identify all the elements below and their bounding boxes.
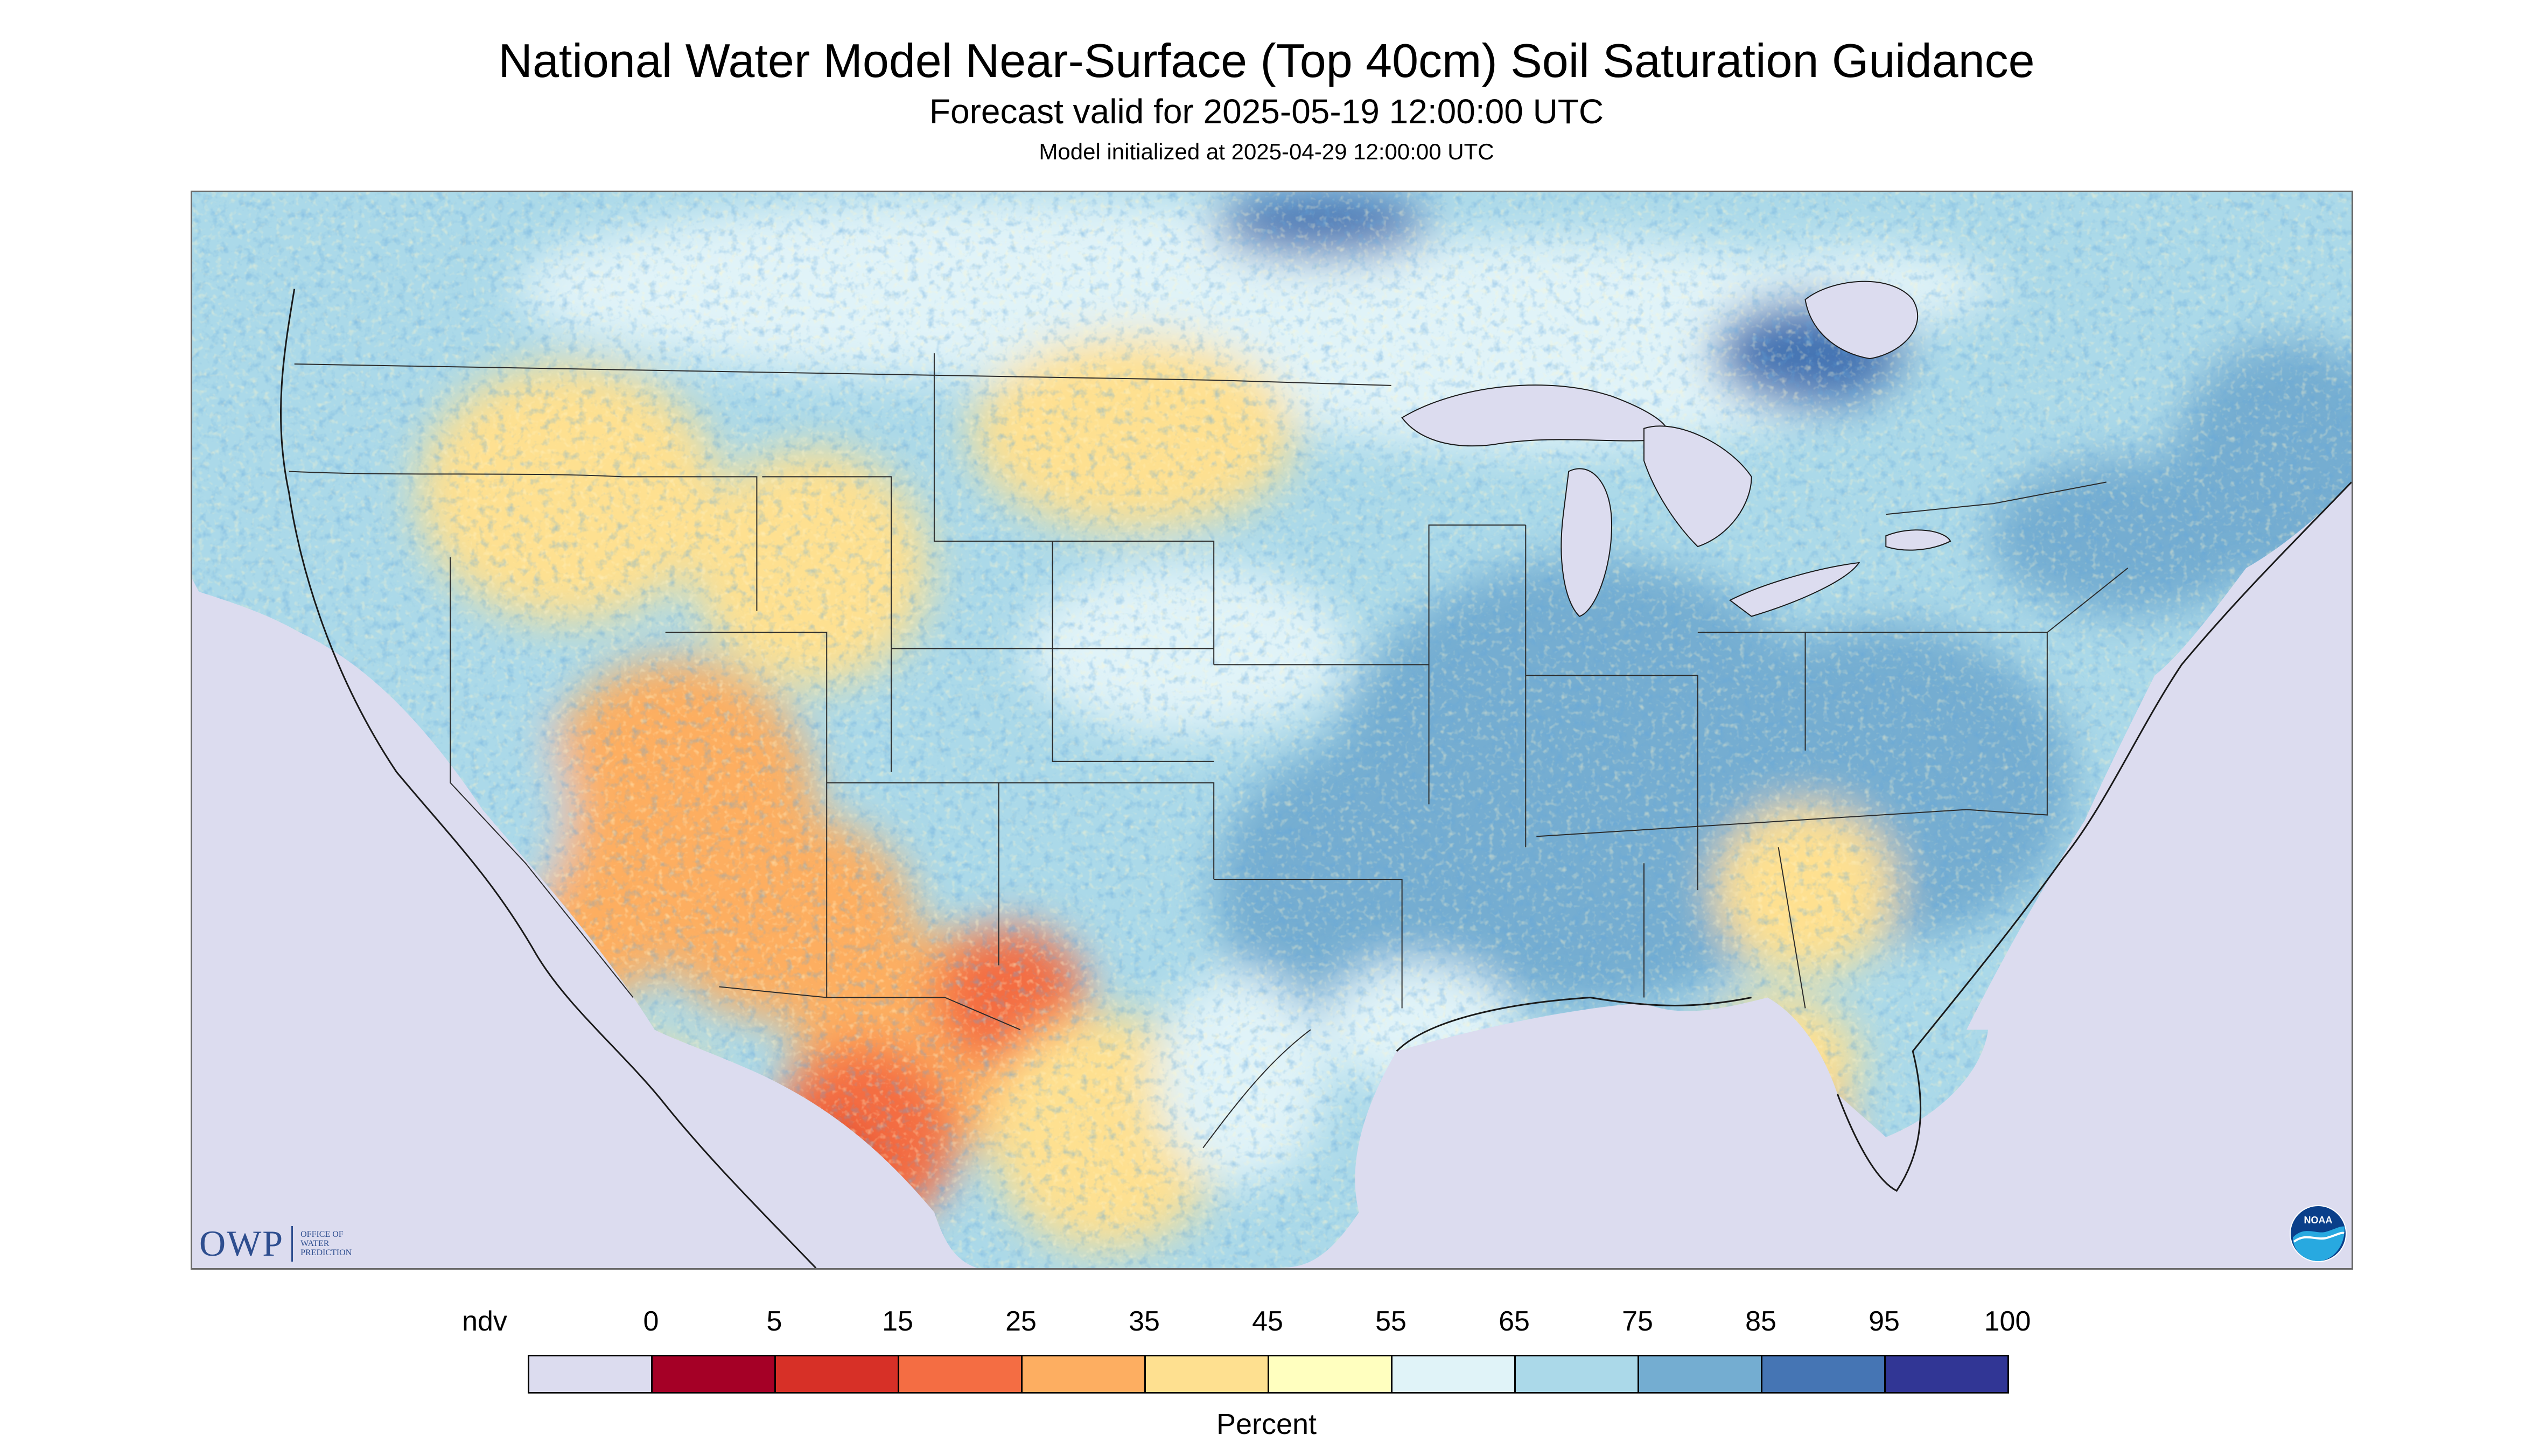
owp-logo-subtext: OFFICE OF WATER PREDICTION [300,1230,352,1257]
legend-tick-ndv: ndv [462,1306,507,1337]
legend-swatch-ndv [529,1356,653,1392]
legend-swatch-5-15 [776,1356,899,1392]
coastline [279,289,2352,1268]
legend-tick-55: 55 [1375,1306,1407,1337]
owp-logo: OWP OFFICE OF WATER PREDICTION [199,1222,352,1265]
owp-logo-divider [291,1226,293,1262]
legend-swatch-45-55 [1269,1356,1393,1392]
legend-swatch-0-5 [653,1356,776,1392]
legend-title: Percent [1216,1408,1317,1440]
legend-tick-75: 75 [1622,1306,1653,1337]
state-boundaries [289,353,2129,1149]
noaa-logo-text: NOAA [2304,1215,2333,1226]
soil-saturation-map [191,191,2353,1270]
legend-swatch-75-85 [1639,1356,1762,1392]
legend-tick-5: 5 [766,1306,782,1337]
legend-tick-65: 65 [1499,1306,1530,1337]
legend-swatch-95-100 [1886,1356,2007,1392]
legend-color-bar [528,1355,2009,1394]
legend-tick-15: 15 [882,1306,913,1337]
noaa-logo: NOAA [2290,1205,2347,1262]
legend-swatch-65-75 [1516,1356,1639,1392]
legend-tick-85: 85 [1745,1306,1776,1337]
legend-swatch-55-65 [1393,1356,1516,1392]
model-init-time: Model initialized at 2025-04-29 12:00:00… [1039,139,1494,164]
forecast-valid-time: Forecast valid for 2025-05-19 12:00:00 U… [929,92,1604,131]
lake-nipigon [1804,281,1919,360]
legend-tick-95: 95 [1869,1306,1900,1337]
legend-swatch-25-35 [1023,1356,1146,1392]
legend-tick-35: 35 [1129,1306,1160,1337]
great-lakes [1401,384,1951,617]
legend-swatch-35-45 [1146,1356,1269,1392]
legend-tick-0: 0 [643,1306,659,1337]
legend-swatch-15-25 [899,1356,1023,1392]
map-canvas [192,192,2352,1268]
legend-swatch-85-95 [1762,1356,1886,1392]
map-title: National Water Model Near-Surface (Top 4… [498,34,2035,87]
legend-tick-45: 45 [1252,1306,1283,1337]
legend-tick-100: 100 [1984,1306,2031,1337]
owp-logo-text: OWP [199,1223,284,1264]
legend-tick-25: 25 [1005,1306,1037,1337]
